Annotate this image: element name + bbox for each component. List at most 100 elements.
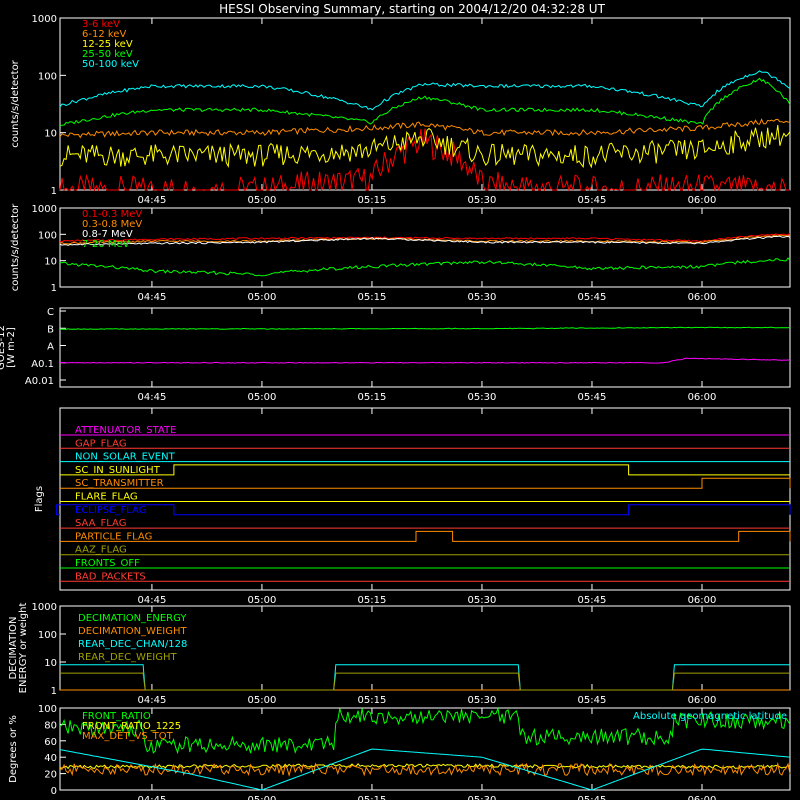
panel-5-x-tick-label: 05:45 [578,695,607,706]
legend-50-100-kev: 50-100 keV [82,59,139,70]
series-line-6-12-kev [59,118,791,139]
panel-4-x-tick-label: 05:30 [468,595,497,606]
panel-6-x-tick-label: 05:45 [578,795,607,800]
series-line-front-ratio-1225 [60,763,791,770]
panel-1-y-axis-label: counts/s/detector [10,59,21,147]
panel-2-y-tick-label: 100 [38,230,57,241]
goes-long-line [59,326,791,330]
panel-5-x-tick-label: 04:45 [138,695,167,706]
panel-3-x-tick-label: 04:45 [138,392,167,403]
series-line-front-ratio [59,706,791,755]
panel-3-y-tick-label: C [47,307,54,318]
panel-2-y-axis-label: counts/s/detector [10,203,21,291]
legend-25-50-kev: 25-50 keV [82,49,133,60]
chart-panels: 04:45 05:00 05:15 05:30 05:45 06:001101001000… [0,14,791,800]
panel-6-series-group: FRONT_RATIOFRONT_RATIO_1225MAX_DET_VS_TO… [59,706,791,791]
panel-6-x-tick-label: 05:15 [358,795,387,800]
flag-label-particle-flag: PARTICLE_FLAG [75,531,152,542]
panel-4-x-tick-label: 05:15 [358,595,387,606]
panel-3-x-tick-label: 05:45 [578,392,607,403]
flag-label-aaz-flag: AAZ_FLAG [75,545,127,556]
panel-1-x-tick-label: 04:45 [138,195,167,206]
panel-4-frame [59,407,791,591]
panel-3-y-axis-label: GOES-12 [0,325,7,370]
panel-2-x-tick-label: 04:45 [138,292,167,303]
goes-short-line [59,357,791,364]
panel-4-y-axis-label: Flags [34,486,45,512]
flag-label-eclipse-flag: ECLIPSE_FLAG [75,505,146,516]
legend-6-12-kev: 6-12 keV [82,29,126,40]
series-line-0-3-0-8-mev [59,234,791,245]
flag-label-saa-flag: SAA_FLAG [75,518,126,529]
panel-2-x-tick-label: 05:30 [468,292,497,303]
flag-label-gap-flag: GAP_FLAG [75,438,127,449]
panel-5-y-tick-label: 1 [51,686,57,697]
legend-decimation-energy: DECIMATION_ENERGY [78,613,187,624]
series-line-0-1-0-3-mev [60,233,791,243]
panel-5-y-axis-label: DECIMATION [8,616,19,679]
series-line-max-det-vs-tot [60,761,791,778]
panel-3-x-tick-label: 05:30 [468,392,497,403]
flag-line-sc-transmitter [60,477,791,489]
flag-line-sc-in-sunlight [60,464,790,476]
panel-6-y-tick-label: 80 [44,720,57,731]
series-line-7-20-mev [60,257,791,277]
flag-label-attenuator-state: ATTENUATOR_STATE [75,425,176,436]
panel-3-x-tick-label: 05:15 [358,392,387,403]
flag-label-sc-in-sunlight: SC_IN_SUNLIGHT [75,465,161,476]
series-line-0-8-7-mev [59,235,791,246]
series-line-absolute-geomagnetic-latitude [59,748,791,791]
panel-6-y-tick-label: 20 [44,770,57,781]
panel-6-y-axis-label: Degrees or % [8,715,19,783]
panel-6-y-tick-label: 100 [38,704,57,715]
legend-12-25-kev: 12-25 keV [82,39,133,50]
panel-5-y-tick-label: 100 [38,630,57,641]
panel-5-series-group: DECIMATION_ENERGY DECIMATION_WEIGHT REAR_D… [60,613,790,691]
panel-6-frame [59,707,791,791]
panel-2-y-tick-label: 1 [51,283,57,294]
series-line-rear-dec-weight [60,672,790,691]
panel-5-x-tick-label: 06:00 [688,695,717,706]
series-line-50-100-kev [59,70,791,111]
panel-6-x-tick-label: 06:00 [688,795,717,800]
panel-4-x-tick-label: 05:00 [248,595,277,606]
panel-5-y-tick-label: 10 [44,658,57,669]
panel-3-y-tick-label: A [47,342,54,353]
legend-front-ratio-1225: FRONT_RATIO_1225 [82,721,181,732]
panel-1-y-tick-label: 1 [51,186,57,197]
series-line-3-6-kev [59,128,790,192]
panel-2-x-tick-label: 06:00 [688,292,717,303]
annotation-geomagnetic-latitude: Absolute geomagnetic latitude [633,711,787,722]
panel-2-x-tick-label: 05:00 [248,292,277,303]
flag-label-non-solar-event: NON_SOLAR_EVENT [75,452,176,463]
legend-front-ratio: FRONT_RATIO [82,711,151,722]
flag-label-sc-transmitter: SC_TRANSMITTER [75,478,164,489]
flag-line-particle-flag [60,530,791,542]
panel-4-x-tick-label: 05:45 [578,595,607,606]
panel-1-x-tick-label: 06:00 [688,195,717,206]
panel-5-y-axis-label: ENERGY or weight [18,603,29,694]
legend-rear-dec-weight: REAR_DEC_WEIGHT [78,652,177,663]
panel-1-y-tick-label: 100 [38,71,57,82]
panel-5-x-tick-label: 05:30 [468,695,497,706]
panel-6-y-tick-label: 0 [51,786,57,797]
legend-0-3-0-8-mev: 0.3-0.8 MeV [82,219,142,230]
panel-3-y-axis-label: [W m-2] [6,327,17,368]
panel-3-frame [59,307,791,388]
flag-label-fronts-off: FRONTS_OFF [75,558,140,569]
panel-4-x-tick-label: 04:45 [138,595,167,606]
panel-6-x-tick-label: 05:30 [468,795,497,800]
panel-6-y-tick-label: 40 [44,753,57,764]
legend-0-8-7-mev: 0.8-7 MeV [82,229,133,240]
legend-7-20-mev: 7-20 MeV [82,239,130,250]
panel-3-x-tick-label: 06:00 [688,392,717,403]
panel-3-y-tick-label: A0.01 [25,376,54,387]
panel-2-y-tick-label: 1000 [32,204,57,215]
panel-2-x-tick-label: 05:45 [578,292,607,303]
panel-3-y-tick-label: A0.1 [31,359,54,370]
panel-6-y-tick-label: 60 [44,737,57,748]
panel-2-frame [59,207,791,288]
